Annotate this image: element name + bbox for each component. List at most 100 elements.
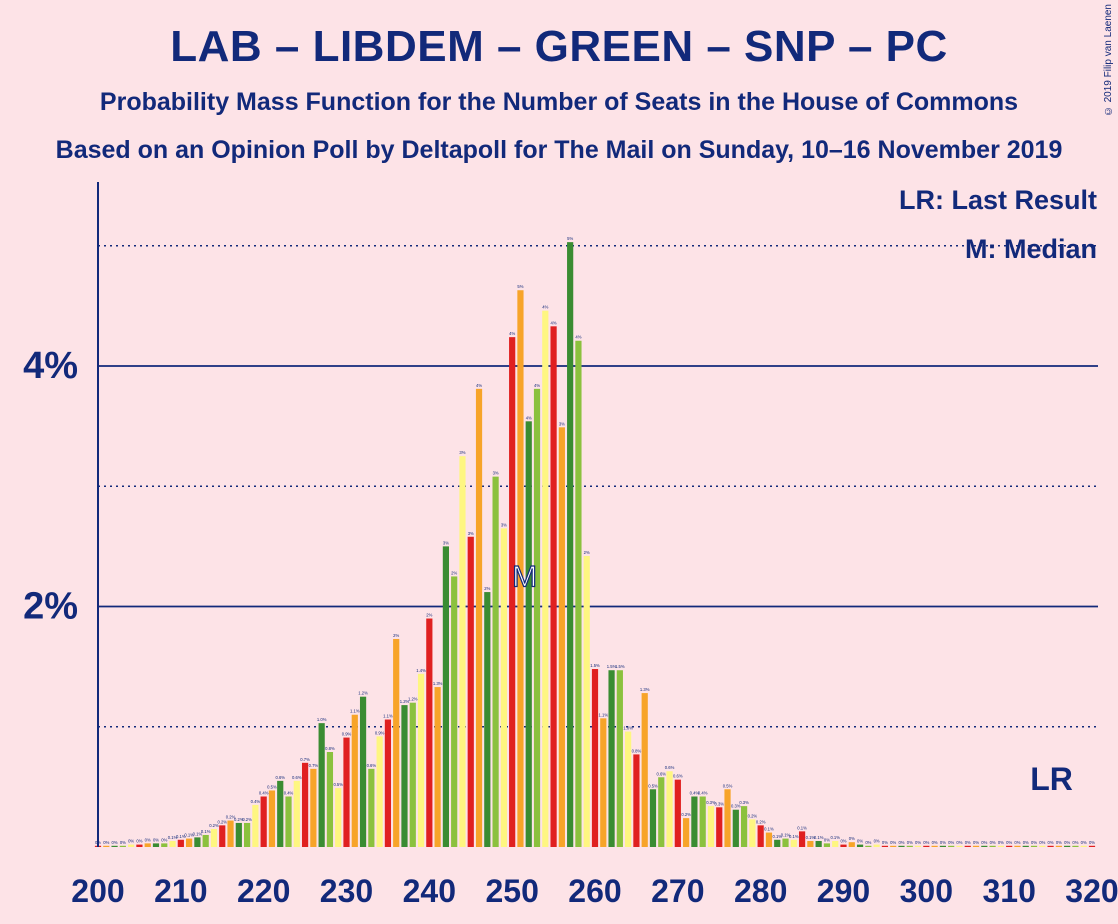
data-label-seat-260: 1.5% [590,663,600,668]
bar-seat-301 [931,845,938,847]
bar-seat-207 [152,843,160,847]
data-label-seat-278: 0.3% [739,800,749,805]
bar-seat-302 [939,845,946,847]
data-label-seat-251: 5% [517,284,523,289]
data-label-seat-291: 0% [849,836,855,841]
bar-seat-206 [144,843,151,847]
x-tick-label-320: 320 [1065,873,1118,909]
bar-seat-316 [1055,845,1062,847]
bar-seat-230 [343,737,350,847]
last-result-marker: LR [1030,761,1073,797]
data-label-seat-274: 0.3% [706,800,716,805]
bar-seat-244 [459,456,466,847]
data-label-seat-300: 0% [923,840,929,845]
data-label-seat-261: 1.1% [599,712,609,717]
data-label-seat-212: 0.1% [193,831,203,836]
data-label-seat-253: 4% [534,383,540,388]
data-label-seat-206: 0% [145,837,151,842]
data-label-seat-316: 0% [1056,840,1062,845]
bar-seat-251 [517,290,524,847]
data-label-seat-283: 0.1% [781,833,791,838]
bar-seat-279 [749,819,756,847]
bar-seat-261 [600,718,607,847]
bar-seat-223 [285,796,292,847]
bar-seat-282 [774,839,781,847]
bar-seat-229 [335,788,342,847]
bar-seat-264 [625,731,632,847]
data-label-seat-233: 0.6% [367,763,377,768]
data-label-seat-245: 3% [468,531,474,536]
data-label-seat-229: 0.5% [333,782,343,787]
data-label-seat-295: 0% [882,840,888,845]
data-label-seat-317: 0% [1064,840,1070,845]
bar-seat-267 [649,789,657,847]
data-label-seat-256: 3% [559,421,565,426]
bar-seat-300 [923,845,930,847]
data-labels: 0%0%0%0%0%0%0%0%0%0.1%0.1%0.1%0.1%0.1%0.… [95,236,1095,845]
data-label-seat-320: 0% [1089,840,1095,845]
data-label-seat-309: 0% [998,840,1004,845]
data-label-seat-268: 0.6% [656,771,666,776]
bar-seat-284 [790,839,797,847]
axes: 2% 4% 200 210 220 230 240 250 260 270 280 290 300 310… [23,182,1118,909]
data-label-seat-247: 2% [484,586,490,591]
x-tick-label-300: 300 [900,873,953,909]
data-label-seat-293: 0% [865,840,871,845]
data-label-seat-285: 0.1% [797,825,807,830]
data-label-seat-266: 1.3% [640,687,650,692]
bar-seat-269 [666,771,673,847]
data-label-seat-237: 1.2% [400,699,410,704]
data-label-seat-287: 0.1% [814,835,824,840]
data-label-seat-264: 1.0% [623,726,633,731]
data-label-seat-308: 0% [990,840,996,845]
bar-seat-220 [260,796,267,847]
bar-seat-218 [244,822,251,847]
bar-seat-256 [558,427,565,847]
data-label-seat-246: 4% [476,383,482,388]
bar-seat-262 [608,670,615,847]
bar-seat-202 [111,845,118,847]
data-label-seat-244: 3% [459,450,465,455]
bar-seat-287 [815,840,822,847]
data-label-seat-303: 0% [948,840,954,845]
data-label-seat-298: 0% [907,840,913,845]
data-label-seat-289: 0.1% [830,835,840,840]
x-tick-label-270: 270 [651,873,704,909]
bar-seat-273 [699,796,706,847]
median-marker: M [512,560,537,593]
data-label-seat-214: 0.2% [209,823,219,828]
data-label-seat-280: 0.2% [756,819,766,824]
data-label-seat-254: 4% [542,305,548,310]
data-label-seat-273: 0.4% [698,790,708,795]
data-label-seat-275: 0.3% [714,801,724,806]
bar-seat-265 [633,754,640,847]
data-label-seat-202: 0% [112,840,118,845]
data-label-seat-262: 1.5% [607,664,617,669]
bar-seat-240 [426,618,433,847]
bar-seat-263 [616,670,623,847]
bar-seat-317 [1064,845,1071,847]
data-label-seat-301: 0% [932,840,938,845]
bar-seat-312 [1022,845,1029,847]
bar-seat-243 [451,576,458,847]
chart-subtitle: Probability Mass Function for the Number… [99,88,1019,116]
bar-seat-271 [683,818,690,847]
bar-seat-205 [136,844,143,847]
data-label-seat-297: 0% [898,840,904,845]
bar-seat-258 [575,340,582,847]
data-label-seat-258: 4% [575,335,581,340]
bar-seat-283 [782,838,789,847]
bar-seat-310 [1006,845,1013,847]
bar-seat-201 [103,845,110,847]
data-label-seat-205: 0% [136,839,142,844]
data-label-seat-223: 0.4% [284,790,294,795]
data-label-seat-239: 1.4% [416,668,426,673]
data-label-seat-210: 0.1% [176,834,186,839]
data-label-seat-220: 0.4% [259,790,269,795]
x-tick-label-250: 250 [485,873,538,909]
bar-seat-211 [186,838,193,847]
bar-seat-224 [293,780,300,847]
data-label-seat-227: 1.0% [317,717,327,722]
data-label-seat-259: 2% [584,550,590,555]
bar-seat-209 [169,840,176,847]
